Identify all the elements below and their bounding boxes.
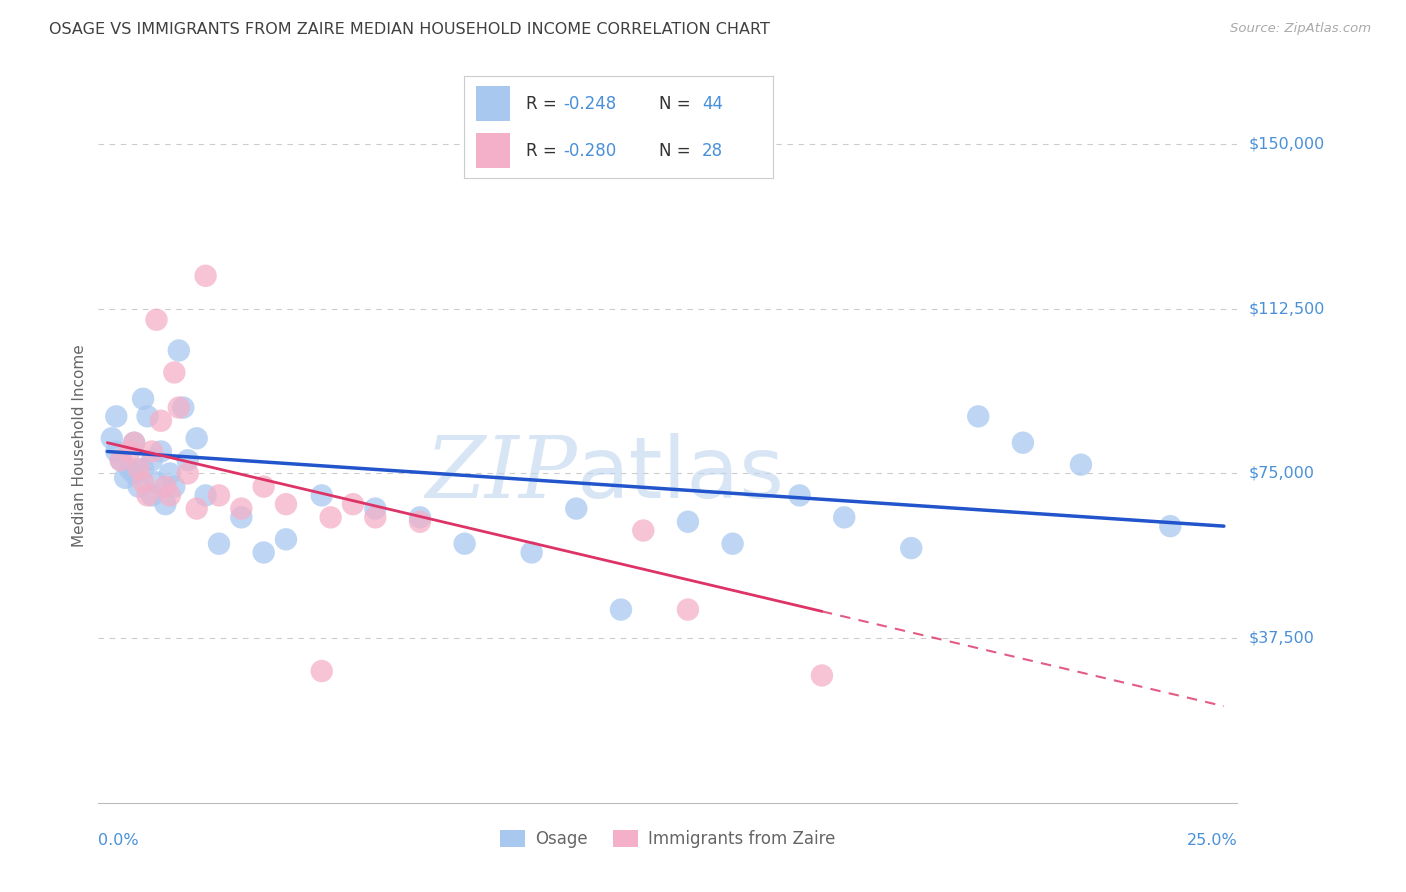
Text: ZIP: ZIP	[425, 434, 576, 516]
Point	[155, 480, 177, 494]
Point	[364, 510, 387, 524]
Point	[633, 524, 655, 538]
Text: $112,500: $112,500	[1249, 301, 1324, 317]
Point	[141, 444, 163, 458]
Point	[342, 497, 364, 511]
Point	[311, 664, 333, 678]
Point	[177, 467, 200, 481]
Point	[721, 537, 744, 551]
Point	[832, 510, 855, 524]
Point	[128, 462, 150, 476]
Point	[900, 541, 922, 555]
Point	[163, 366, 186, 380]
Text: -0.248: -0.248	[562, 95, 616, 112]
Point	[105, 444, 128, 458]
Point	[132, 462, 155, 476]
Point	[101, 431, 124, 445]
Point	[163, 480, 186, 494]
Point	[118, 444, 141, 458]
Point	[105, 409, 128, 424]
Point	[1070, 458, 1092, 472]
Point	[231, 510, 253, 524]
Text: atlas: atlas	[576, 433, 785, 516]
Point	[186, 431, 208, 445]
Point	[118, 462, 141, 476]
Point	[253, 545, 276, 559]
Point	[186, 501, 208, 516]
Point	[159, 467, 181, 481]
Text: 25.0%: 25.0%	[1187, 833, 1237, 848]
Point	[132, 475, 155, 490]
Text: $37,500: $37,500	[1249, 631, 1315, 646]
Point	[122, 467, 145, 481]
Point	[155, 497, 177, 511]
Text: R =: R =	[526, 142, 562, 160]
Point	[274, 533, 297, 547]
Bar	[477, 87, 510, 121]
Point	[1159, 519, 1181, 533]
Point	[136, 488, 159, 502]
Point	[167, 343, 190, 358]
Point	[520, 545, 543, 559]
Point	[177, 453, 200, 467]
Point	[811, 668, 834, 682]
Point	[114, 471, 136, 485]
Point	[967, 409, 990, 424]
Point	[274, 497, 297, 511]
Y-axis label: Median Household Income: Median Household Income	[72, 344, 87, 548]
Point	[208, 488, 231, 502]
Text: 28: 28	[702, 142, 723, 160]
Text: OSAGE VS IMMIGRANTS FROM ZAIRE MEDIAN HOUSEHOLD INCOME CORRELATION CHART: OSAGE VS IMMIGRANTS FROM ZAIRE MEDIAN HO…	[49, 22, 770, 37]
Point	[231, 501, 253, 516]
Legend: Osage, Immigrants from Zaire: Osage, Immigrants from Zaire	[494, 823, 842, 855]
Point	[132, 392, 155, 406]
Point	[409, 510, 432, 524]
Point	[194, 488, 217, 502]
Text: N =: N =	[659, 142, 696, 160]
Text: 0.0%: 0.0%	[98, 833, 139, 848]
Text: Source: ZipAtlas.com: Source: ZipAtlas.com	[1230, 22, 1371, 36]
Point	[136, 409, 159, 424]
Point	[676, 602, 699, 616]
Point	[610, 602, 633, 616]
Point	[172, 401, 194, 415]
Point	[194, 268, 217, 283]
Point	[167, 401, 190, 415]
Point	[110, 453, 132, 467]
Point	[676, 515, 699, 529]
Text: N =: N =	[659, 95, 696, 112]
Text: $75,000: $75,000	[1249, 466, 1315, 481]
Point	[149, 444, 172, 458]
Point	[141, 488, 163, 502]
Text: $150,000: $150,000	[1249, 136, 1324, 152]
Point	[1012, 435, 1035, 450]
Point	[145, 312, 167, 326]
Point	[128, 480, 150, 494]
Point	[364, 501, 387, 516]
Point	[110, 453, 132, 467]
Point	[565, 501, 588, 516]
Point	[208, 537, 231, 551]
Point	[453, 537, 475, 551]
Bar	[477, 133, 510, 168]
Point	[253, 480, 276, 494]
Point	[789, 488, 811, 502]
Text: 44: 44	[702, 95, 723, 112]
Point	[122, 435, 145, 450]
Point	[311, 488, 333, 502]
Point	[319, 510, 342, 524]
Point	[409, 515, 432, 529]
Point	[145, 475, 167, 490]
Point	[122, 435, 145, 450]
Text: -0.280: -0.280	[562, 142, 616, 160]
Point	[159, 488, 181, 502]
Point	[141, 453, 163, 467]
Text: R =: R =	[526, 95, 562, 112]
Point	[149, 414, 172, 428]
